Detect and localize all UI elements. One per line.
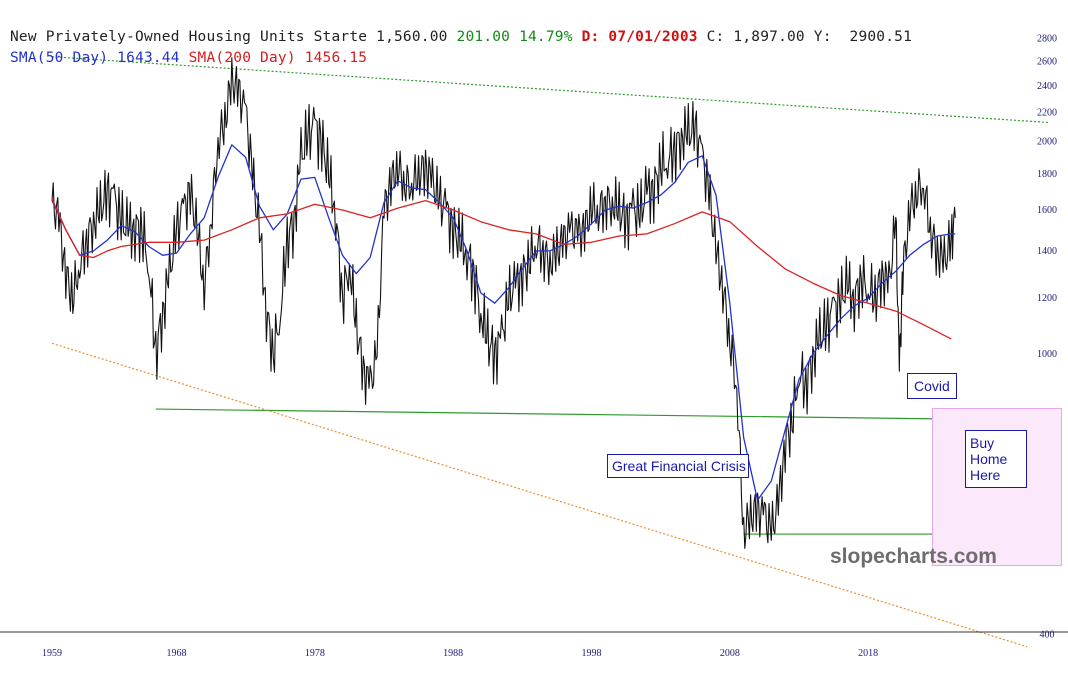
annotation-buy-home[interactable]: Buy Home Here xyxy=(965,430,1027,488)
x-tick-label: 1968 xyxy=(167,648,187,659)
y-tick-label: 1400 xyxy=(1037,246,1057,257)
annotation-gfc[interactable]: Great Financial Crisis xyxy=(607,454,749,478)
y-readout: Y: 2900.51 xyxy=(814,29,912,45)
series-price xyxy=(52,58,955,549)
trend-line-lower_trend xyxy=(52,343,1027,646)
buy-line-2: Home xyxy=(970,451,1026,467)
date-readout: D: 07/01/2003 xyxy=(582,29,698,45)
x-axis: 1959 1968 1978 1988 1998 2008 2018 xyxy=(0,632,1068,659)
x-tick-label: 2008 xyxy=(720,648,740,659)
y-tick-label: 400 xyxy=(1040,629,1055,640)
trend-line-support_line xyxy=(156,409,1048,420)
y-tick-label: 2200 xyxy=(1037,108,1057,119)
sma200-legend[interactable]: SMA(200 Day) 1456.15 xyxy=(189,50,368,66)
y-tick-label: 1600 xyxy=(1037,205,1057,216)
y-tick-label: 1200 xyxy=(1037,293,1057,304)
x-tick-label: 1978 xyxy=(305,648,325,659)
header-line-1: New Privately-Owned Housing Units Starte… xyxy=(10,29,912,45)
annotation-covid[interactable]: Covid xyxy=(907,373,957,399)
close-readout: C: 1,897.00 xyxy=(707,29,805,45)
x-tick-label: 1998 xyxy=(582,648,602,659)
y-tick-label: 2000 xyxy=(1037,137,1057,148)
series-layer xyxy=(52,58,955,549)
y-tick-label: 2600 xyxy=(1037,56,1057,67)
x-tick-label: 1988 xyxy=(443,648,463,659)
y-tick-label: 1800 xyxy=(1037,169,1057,180)
change-percent: 14.79% xyxy=(519,29,573,45)
sma50-legend[interactable]: SMA(50 Day) 1643.44 xyxy=(10,50,180,66)
header-line-2: SMA(50 Day) 1643.44 SMA(200 Day) 1456.15 xyxy=(10,50,367,66)
y-tick-label: 2800 xyxy=(1037,34,1057,45)
x-tick-label: 1959 xyxy=(42,648,62,659)
watermark: slopecharts.com xyxy=(830,545,997,569)
x-tick-label: 2018 xyxy=(858,648,878,659)
y-tick-label: 2400 xyxy=(1037,81,1057,92)
last-value: 1,560.00 xyxy=(376,29,447,45)
series-name: New Privately-Owned Housing Units Starte xyxy=(10,29,367,45)
trend-line-upper_trend xyxy=(52,57,1048,123)
change-value: 201.00 xyxy=(457,29,511,45)
buy-line-3: Here xyxy=(970,467,1026,483)
y-tick-label: 1000 xyxy=(1037,349,1057,360)
buy-line-1: Buy xyxy=(970,435,1026,451)
